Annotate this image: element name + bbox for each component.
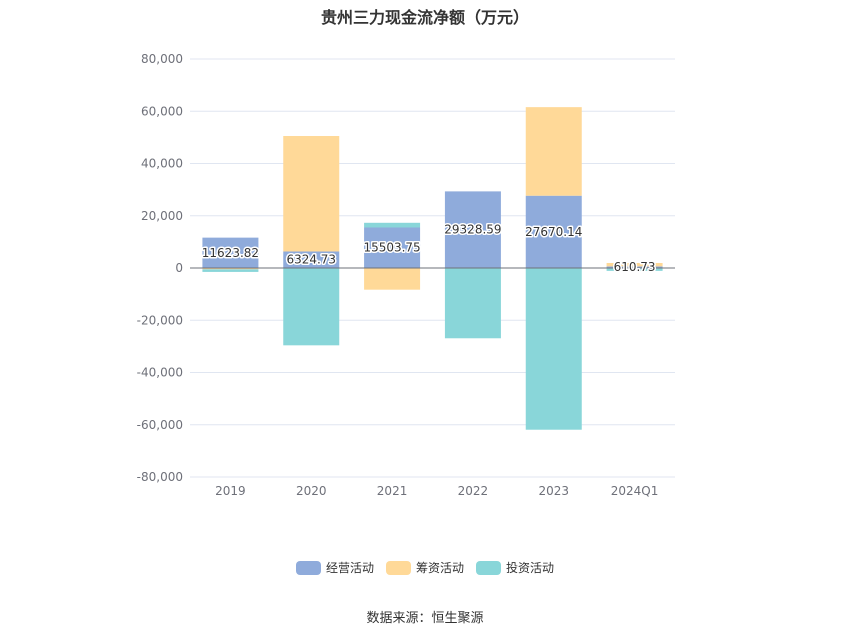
bar-series-3-2022 xyxy=(444,268,501,339)
legend-item-series-3[interactable]: 投资活动 xyxy=(476,559,554,576)
bar-series-3-2021 xyxy=(364,222,421,228)
legend-item-series-2[interactable]: 筹资活动 xyxy=(385,559,464,576)
y-tick-label: 0 xyxy=(175,261,183,275)
legend-swatch-series-1 xyxy=(295,560,321,575)
chart-legend: 经营活动 筹资活动 投资活动 xyxy=(0,559,850,576)
bar-series-1-2022 xyxy=(444,191,501,268)
bar-series-1-2023 xyxy=(525,195,582,268)
bar-series-1-2019 xyxy=(202,237,259,268)
legend-swatch-series-3 xyxy=(476,560,501,575)
legend-label-series-3: 投资活动 xyxy=(506,561,555,575)
x-tick-label: 2024Q1 xyxy=(611,484,659,498)
legend-label-series-2: 筹资活动 xyxy=(415,561,464,575)
bar-series-3-2023 xyxy=(525,268,582,430)
y-tick-label: 20,000 xyxy=(141,209,183,223)
data-label: 6324.73 xyxy=(286,253,336,267)
x-tick-label: 2020 xyxy=(296,484,327,498)
y-tick-label: 80,000 xyxy=(141,52,183,66)
x-tick-label: 2023 xyxy=(538,484,569,498)
bar-series-3-2019 xyxy=(202,269,259,272)
bar-series-1-2021 xyxy=(364,227,421,268)
bar-series-1-2024Q1 xyxy=(606,266,663,268)
data-label: 27670.14 xyxy=(525,225,582,239)
data-label: 29328.59 xyxy=(444,223,501,237)
bar-series-2-2019 xyxy=(202,268,259,270)
data-label: 610.73 xyxy=(614,260,656,274)
x-tick-label: 2019 xyxy=(215,484,246,498)
data-source: 数据来源：恒生聚源 xyxy=(366,611,484,626)
y-tick-label: -20,000 xyxy=(137,313,183,327)
bar-series-2-2021 xyxy=(364,268,421,290)
legend-swatch-series-2 xyxy=(385,560,411,575)
x-tick-label: 2021 xyxy=(377,484,408,498)
x-tick-label: 2022 xyxy=(458,484,489,498)
y-tick-label: -60,000 xyxy=(137,418,183,432)
bar-series-2-2020 xyxy=(283,136,340,252)
y-tick-label: -40,000 xyxy=(137,366,183,380)
legend-item-series-1[interactable]: 经营活动 xyxy=(295,559,374,576)
y-tick-label: 60,000 xyxy=(141,104,183,118)
data-label: 15503.75 xyxy=(363,241,420,255)
bar-series-1-2020 xyxy=(283,251,340,268)
bar-series-2-2023 xyxy=(525,107,582,196)
legend-label-series-1: 经营活动 xyxy=(325,561,374,575)
bar-series-3-2024Q1 xyxy=(606,268,663,271)
data-label: 11623.82 xyxy=(202,246,259,260)
y-tick-label: -80,000 xyxy=(137,470,183,484)
bar-series-3-2020 xyxy=(283,268,340,346)
chart-title: 贵州三力现金流净额（万元） xyxy=(320,8,529,27)
bar-series-2-2024Q1 xyxy=(606,263,663,267)
y-tick-label: 40,000 xyxy=(141,157,183,171)
